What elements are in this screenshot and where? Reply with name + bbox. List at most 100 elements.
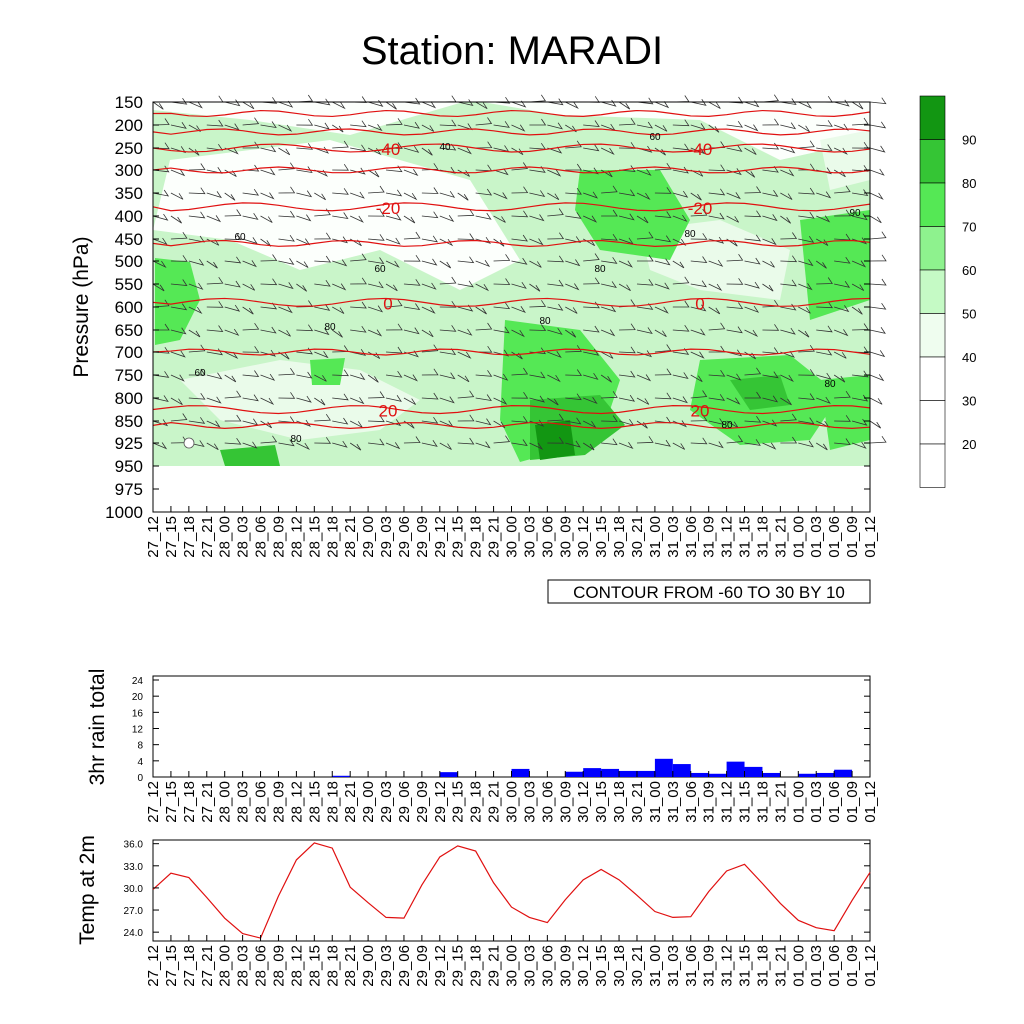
wind-barb bbox=[367, 305, 384, 313]
wind-barb bbox=[206, 442, 219, 451]
wind-barb bbox=[833, 329, 849, 337]
wind-barb bbox=[618, 101, 631, 110]
wind-barb bbox=[332, 393, 349, 401]
main-x-tick-label: 31_06 bbox=[683, 516, 700, 558]
wind-barb bbox=[780, 232, 798, 240]
wind-barb bbox=[690, 437, 708, 445]
legend-swatch bbox=[919, 313, 946, 358]
wind-barb bbox=[601, 305, 617, 313]
wind-barb bbox=[457, 280, 474, 288]
wind-barb bbox=[708, 418, 725, 426]
temperature-isoline bbox=[152, 297, 871, 307]
wind-barb bbox=[493, 192, 508, 200]
wind-barb bbox=[636, 278, 654, 286]
wind-barb bbox=[332, 163, 350, 171]
wind-barb bbox=[565, 259, 581, 267]
rain-x-tick-label: 29_12 bbox=[432, 781, 449, 823]
wind-barb bbox=[726, 253, 744, 262]
wind-barb bbox=[152, 189, 170, 197]
wind-barb bbox=[332, 212, 349, 220]
wind-barb bbox=[672, 324, 690, 332]
wind-barb bbox=[296, 324, 314, 332]
wind-barb bbox=[726, 435, 744, 444]
wind-barb bbox=[869, 97, 887, 105]
main-y-tick-label: 750 bbox=[115, 366, 143, 385]
temp-x-tick-label: 30_18 bbox=[611, 945, 628, 987]
wind-barb bbox=[188, 101, 203, 109]
temperature-isoline bbox=[152, 422, 871, 430]
wind-barb bbox=[636, 168, 652, 176]
legend-label: 30 bbox=[962, 394, 976, 409]
wind-barb bbox=[403, 374, 418, 382]
rain-x-tick-label: 28_21 bbox=[342, 781, 359, 823]
wind-barb bbox=[350, 253, 367, 262]
wind-barb bbox=[744, 100, 760, 108]
wind-barb bbox=[421, 416, 439, 424]
wind-barb bbox=[170, 192, 184, 200]
wind-barb bbox=[726, 120, 744, 128]
main-y-tick-label: 400 bbox=[115, 207, 143, 226]
wind-barb bbox=[350, 301, 367, 309]
wind-barb bbox=[816, 442, 828, 451]
rain-y-axis-label: 3hr rain total bbox=[86, 669, 109, 786]
wind-barb bbox=[869, 145, 886, 153]
rain-y-tick-label: 16 bbox=[132, 708, 144, 719]
wind-barb bbox=[457, 147, 472, 155]
wind-barb bbox=[636, 254, 654, 262]
wind-barb bbox=[368, 281, 384, 289]
wind-barb bbox=[636, 350, 653, 358]
wind-barb bbox=[726, 278, 744, 285]
wind-barb bbox=[206, 396, 222, 404]
wind-barb bbox=[780, 192, 793, 200]
temp-plot-frame bbox=[152, 839, 871, 942]
wind-barb bbox=[565, 369, 583, 376]
contour-info-text: CONTOUR FROM -60 TO 30 BY 10 bbox=[573, 583, 845, 602]
main-x-tick-label: 29_06 bbox=[396, 516, 413, 558]
wind-barb bbox=[385, 299, 403, 308]
humidity-contour-label: 60 bbox=[374, 264, 386, 275]
chart-title: Station: MARADI bbox=[361, 29, 663, 73]
wind-barb bbox=[690, 99, 707, 106]
temp-x-tick-label: 29_00 bbox=[360, 945, 377, 987]
wind-barb bbox=[296, 260, 309, 268]
temperature-isoline bbox=[152, 166, 871, 174]
wind-barb bbox=[690, 280, 707, 288]
wind-barb bbox=[439, 260, 452, 269]
wind-barb bbox=[350, 215, 364, 223]
main-x-tick-label: 29_12 bbox=[432, 516, 449, 558]
temp-y-axis-label: Temp at 2m bbox=[76, 835, 99, 945]
rain-bar bbox=[332, 775, 351, 777]
wind-barb bbox=[601, 438, 618, 446]
temp-x-tick-label: 28_12 bbox=[288, 945, 305, 987]
main-x-tick-label: 01_06 bbox=[826, 516, 843, 558]
wind-barb bbox=[242, 101, 255, 110]
wind-barb bbox=[833, 351, 847, 359]
rain-bar bbox=[726, 761, 745, 777]
temp-x-tick-label: 31_03 bbox=[665, 945, 682, 987]
wind-barb bbox=[170, 122, 187, 129]
wind-barb bbox=[368, 415, 385, 423]
temp-x-tick-label: 27_15 bbox=[163, 945, 180, 987]
wind-barb bbox=[170, 303, 188, 311]
temp-x-tick-label: 28_15 bbox=[306, 945, 323, 987]
wind-barb bbox=[152, 101, 164, 110]
temperature-isoline bbox=[152, 405, 871, 415]
main-y-tick-label: 550 bbox=[115, 275, 143, 294]
temp-x-tick-label: 30_15 bbox=[593, 945, 610, 987]
legend-swatch bbox=[919, 356, 946, 401]
rain-x-tick-label: 30_06 bbox=[539, 781, 556, 823]
wind-barb bbox=[547, 436, 565, 444]
wind-barb bbox=[852, 323, 869, 331]
wind-barb bbox=[188, 211, 206, 219]
temp-y-axis: 36.0 33.0 30.0 27.0 24.0 bbox=[124, 840, 870, 939]
main-x-tick-label: 31_21 bbox=[772, 516, 789, 558]
wind-barb bbox=[565, 236, 582, 244]
main-x-tick-label: 29_21 bbox=[486, 516, 503, 558]
rain-x-tick-label: 31_06 bbox=[683, 781, 700, 823]
wind-barb bbox=[314, 122, 330, 130]
rain-y-tick-label: 8 bbox=[137, 741, 143, 752]
wind-barb bbox=[547, 146, 563, 154]
wind-barb bbox=[188, 392, 206, 400]
wind-barb bbox=[493, 420, 506, 429]
wind-barb bbox=[672, 372, 689, 380]
